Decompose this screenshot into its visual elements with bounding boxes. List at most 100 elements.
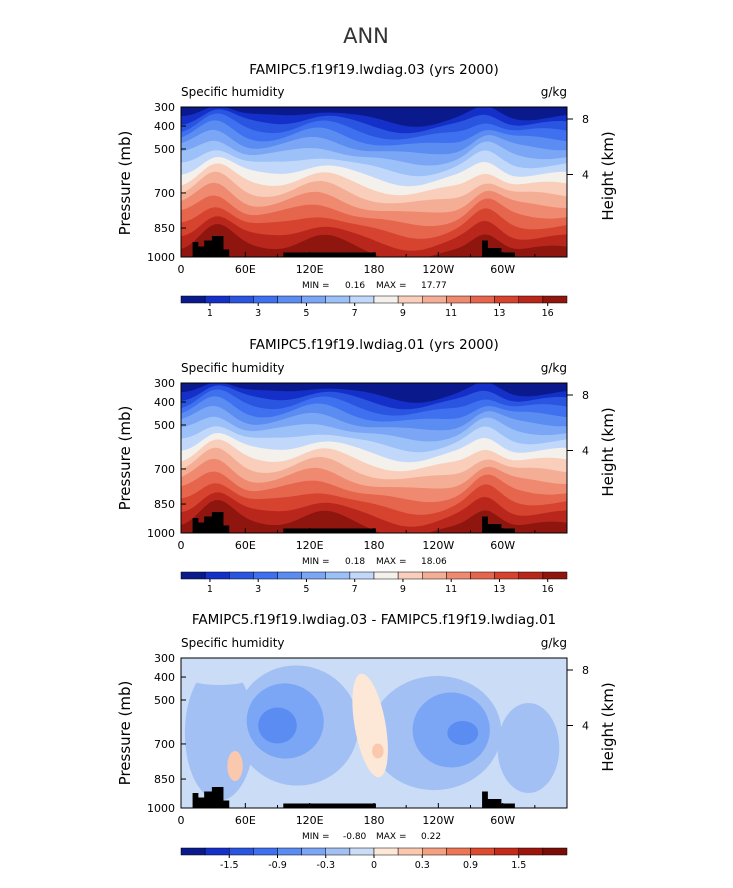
colorbar-swatch <box>470 847 495 856</box>
colorbar-label: 0.3 <box>415 860 430 871</box>
terrain-mask <box>482 516 515 533</box>
panel-1-min-value: 0.16 <box>345 281 365 291</box>
colorbar-label: 9 <box>400 584 406 595</box>
colorbar-swatch <box>301 847 326 856</box>
y-tick-label: 300 <box>154 377 175 390</box>
panel-2-title: FAMIPC5.f19f19.lwdiag.01 (yrs 2000) <box>249 337 498 353</box>
colorbar-swatch <box>470 571 495 580</box>
y-tick-label: 400 <box>154 671 175 684</box>
y-right-tick-label: 4 <box>582 445 589 458</box>
colorbar-swatch <box>446 295 471 304</box>
y-right-tick-label: 8 <box>582 664 589 677</box>
colorbar-label: 3 <box>255 584 261 595</box>
colorbar-label: 0.9 <box>463 860 478 871</box>
terrain-mask <box>192 236 230 257</box>
panel-2-subtitle-left: Specific humidity <box>181 361 285 375</box>
y-tick-label: 850 <box>154 498 175 511</box>
colorbar-swatch <box>229 295 254 304</box>
colorbar-swatch <box>373 295 399 304</box>
panel-3-max-value: 0.22 <box>421 832 441 842</box>
colorbar-swatch <box>373 571 399 580</box>
x-tick-label: 180 <box>364 539 385 552</box>
colorbar-swatch <box>446 847 471 856</box>
terrain-mask <box>482 791 515 808</box>
y-tick-label: 700 <box>154 738 175 751</box>
panel-1-stats: MIN = 0.16 MAX = 17.77 <box>302 281 447 291</box>
colorbar-swatch <box>325 295 351 304</box>
panel-1-title: FAMIPC5.f19f19.lwdiag.03 (yrs 2000) <box>249 62 498 78</box>
y-tick-label: 850 <box>154 222 175 235</box>
colorbar-swatch <box>180 847 206 856</box>
colorbar-label: 1 <box>207 584 213 595</box>
colorbar-label: -0.3 <box>316 860 335 871</box>
y-tick-label: 300 <box>154 101 175 114</box>
y-tick-label: 700 <box>154 463 175 476</box>
x-tick-label: 60W <box>490 539 515 552</box>
colorbar-label: 13 <box>493 308 505 319</box>
y-right-tick-label: 8 <box>582 113 589 126</box>
panel-3-plot <box>180 657 568 809</box>
panel-1-max-label: MAX = <box>376 281 407 291</box>
panel-1-max-value: 17.77 <box>421 281 447 291</box>
colorbar-swatch <box>349 571 375 580</box>
x-tick-label: 0 <box>178 539 185 552</box>
colorbar-swatch <box>518 571 544 580</box>
x-tick-label: 60E <box>235 814 256 827</box>
colorbar-swatch <box>422 571 447 580</box>
panel-2-ylabel-right: Height (km) <box>599 407 617 496</box>
colorbar-label: 16 <box>542 308 554 319</box>
panel-1-min-label: MIN = <box>302 281 330 291</box>
colorbar-swatch <box>397 847 423 856</box>
y-tick-label: 500 <box>154 419 175 432</box>
y-tick-label: 500 <box>154 694 175 707</box>
x-tick-label: 0 <box>178 263 185 276</box>
panel-2-min-label: MIN = <box>302 557 330 567</box>
panel-1-subtitle-right: g/kg <box>541 85 567 99</box>
colorbar-swatch <box>204 571 230 580</box>
colorbar-swatch <box>518 847 544 856</box>
colorbar-swatch <box>204 295 230 304</box>
y-tick-label: 1000 <box>147 802 175 815</box>
panel-2-max-value: 18.06 <box>421 557 447 567</box>
terrain-mask <box>192 787 230 808</box>
colorbar-swatch <box>494 847 519 856</box>
panel-3-ylabel-right: Height (km) <box>599 682 617 771</box>
colorbar-label: 5 <box>303 584 309 595</box>
colorbar-swatch <box>229 571 254 580</box>
x-tick-label: 60W <box>490 814 515 827</box>
terrain-mask <box>482 240 515 257</box>
panel-2-stats: MIN = 0.18 MAX = 18.06 <box>302 557 447 567</box>
colorbar-swatch <box>229 847 254 856</box>
colorbar-swatch <box>277 847 302 856</box>
terrain-mask <box>283 803 376 808</box>
colorbar-swatch <box>542 571 568 580</box>
colorbar-label: 1 <box>207 308 213 319</box>
panel-2-colorbar: 1 3 5 7 9 11 13 16 <box>180 571 568 595</box>
page-title: ANN <box>343 24 389 48</box>
x-tick-label: 60W <box>490 263 515 276</box>
colorbar-swatch <box>373 847 399 856</box>
y-right-tick-label: 8 <box>582 389 589 402</box>
panel-3-min-label: MIN = <box>302 832 330 842</box>
x-tick-label: 180 <box>364 814 385 827</box>
panel-3-colorbar: -1.5 -0.9 -0.3 0 0.3 0.9 1.5 <box>180 847 568 871</box>
colorbar-swatch <box>253 847 278 856</box>
panel-3: FAMIPC5.f19f19.lwdiag.03 - FAMIPC5.f19f1… <box>116 612 617 871</box>
panel-2-plot <box>180 382 568 534</box>
y-tick-label: 700 <box>154 187 175 200</box>
panel-2-max-label: MAX = <box>376 557 407 567</box>
colorbar-swatch <box>301 295 326 304</box>
colorbar-swatch <box>277 295 302 304</box>
x-tick-label: 180 <box>364 263 385 276</box>
panel-3-max-label: MAX = <box>376 832 407 842</box>
panel-2: FAMIPC5.f19f19.lwdiag.01 (yrs 2000) Spec… <box>116 337 617 595</box>
colorbar-label: -1.5 <box>220 860 239 871</box>
y-tick-label: 400 <box>154 396 175 409</box>
colorbar-label: 11 <box>445 308 457 319</box>
colorbar-swatch <box>422 847 447 856</box>
panel-3-subtitle-left: Specific humidity <box>181 636 285 650</box>
panel-3-stats: MIN = -0.80 MAX = 0.22 <box>302 832 441 842</box>
colorbar-label: 1.5 <box>511 860 526 871</box>
colorbar-swatch <box>494 295 519 304</box>
x-tick-label: 120W <box>422 263 454 276</box>
